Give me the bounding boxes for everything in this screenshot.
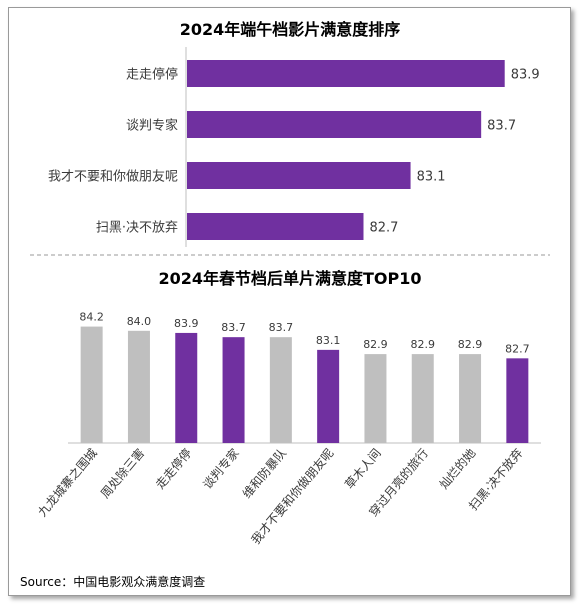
top-value-label: 82.7 bbox=[370, 221, 399, 236]
bottom-value-label: 83.7 bbox=[221, 321, 246, 334]
bottom-bar bbox=[506, 358, 529, 443]
top-value-label: 83.9 bbox=[511, 68, 540, 83]
top-bar bbox=[187, 60, 505, 87]
top-bar bbox=[187, 162, 411, 189]
top-bar bbox=[187, 111, 482, 138]
bottom-category-label: 周处除三害 bbox=[97, 445, 147, 501]
bottom-value-label: 84.0 bbox=[127, 315, 152, 328]
top-category-label: 走走停停 bbox=[126, 67, 178, 83]
bottom-bar bbox=[222, 337, 245, 443]
bottom-value-label: 82.7 bbox=[505, 342, 530, 355]
bottom-bar bbox=[175, 332, 198, 443]
bottom-bar bbox=[127, 330, 150, 443]
bottom-category-label: 维和防暴队 bbox=[239, 445, 289, 501]
bottom-category-label: 灿烂的她 bbox=[436, 445, 478, 491]
bottom-category-label: 九龙城寨之围城 bbox=[34, 445, 99, 519]
bottom-bar bbox=[269, 337, 292, 443]
bottom-value-label: 83.7 bbox=[269, 321, 294, 334]
bottom-bar bbox=[80, 326, 103, 443]
bottom-category-label: 我才不要和你做朋友呢 bbox=[248, 445, 337, 547]
bottom-bar bbox=[459, 354, 482, 443]
bottom-chart-title: 2024年春节档后单片满意度TOP10 bbox=[158, 269, 421, 288]
bottom-value-label: 84.2 bbox=[79, 311, 104, 324]
bottom-bar bbox=[317, 349, 340, 443]
bottom-value-label: 83.9 bbox=[174, 317, 199, 330]
bottom-value-label: 82.9 bbox=[411, 338, 436, 351]
top-category-label: 扫黑·决不放弃 bbox=[96, 221, 178, 236]
bottom-value-label: 82.9 bbox=[363, 338, 388, 351]
bottom-value-label: 83.1 bbox=[316, 334, 341, 347]
top-bar bbox=[187, 213, 364, 240]
top-value-label: 83.7 bbox=[487, 119, 516, 134]
bottom-category-label: 草木人间 bbox=[342, 446, 384, 492]
source-note: Source：中国电影观众满意度调查 bbox=[20, 574, 205, 589]
top-chart-title: 2024年端午档影片满意度排序 bbox=[180, 20, 401, 39]
top-value-label: 83.1 bbox=[417, 170, 446, 185]
top-category-label: 我才不要和你做朋友呢 bbox=[48, 169, 178, 185]
bottom-bar bbox=[411, 354, 434, 443]
bottom-value-label: 82.9 bbox=[458, 338, 483, 351]
bottom-category-label: 谈判专家 bbox=[199, 445, 241, 491]
bottom-bar bbox=[364, 354, 387, 443]
top-category-label: 谈判专家 bbox=[126, 118, 178, 134]
bottom-category-label: 走走停停 bbox=[152, 445, 194, 491]
chart-frame bbox=[8, 7, 571, 596]
